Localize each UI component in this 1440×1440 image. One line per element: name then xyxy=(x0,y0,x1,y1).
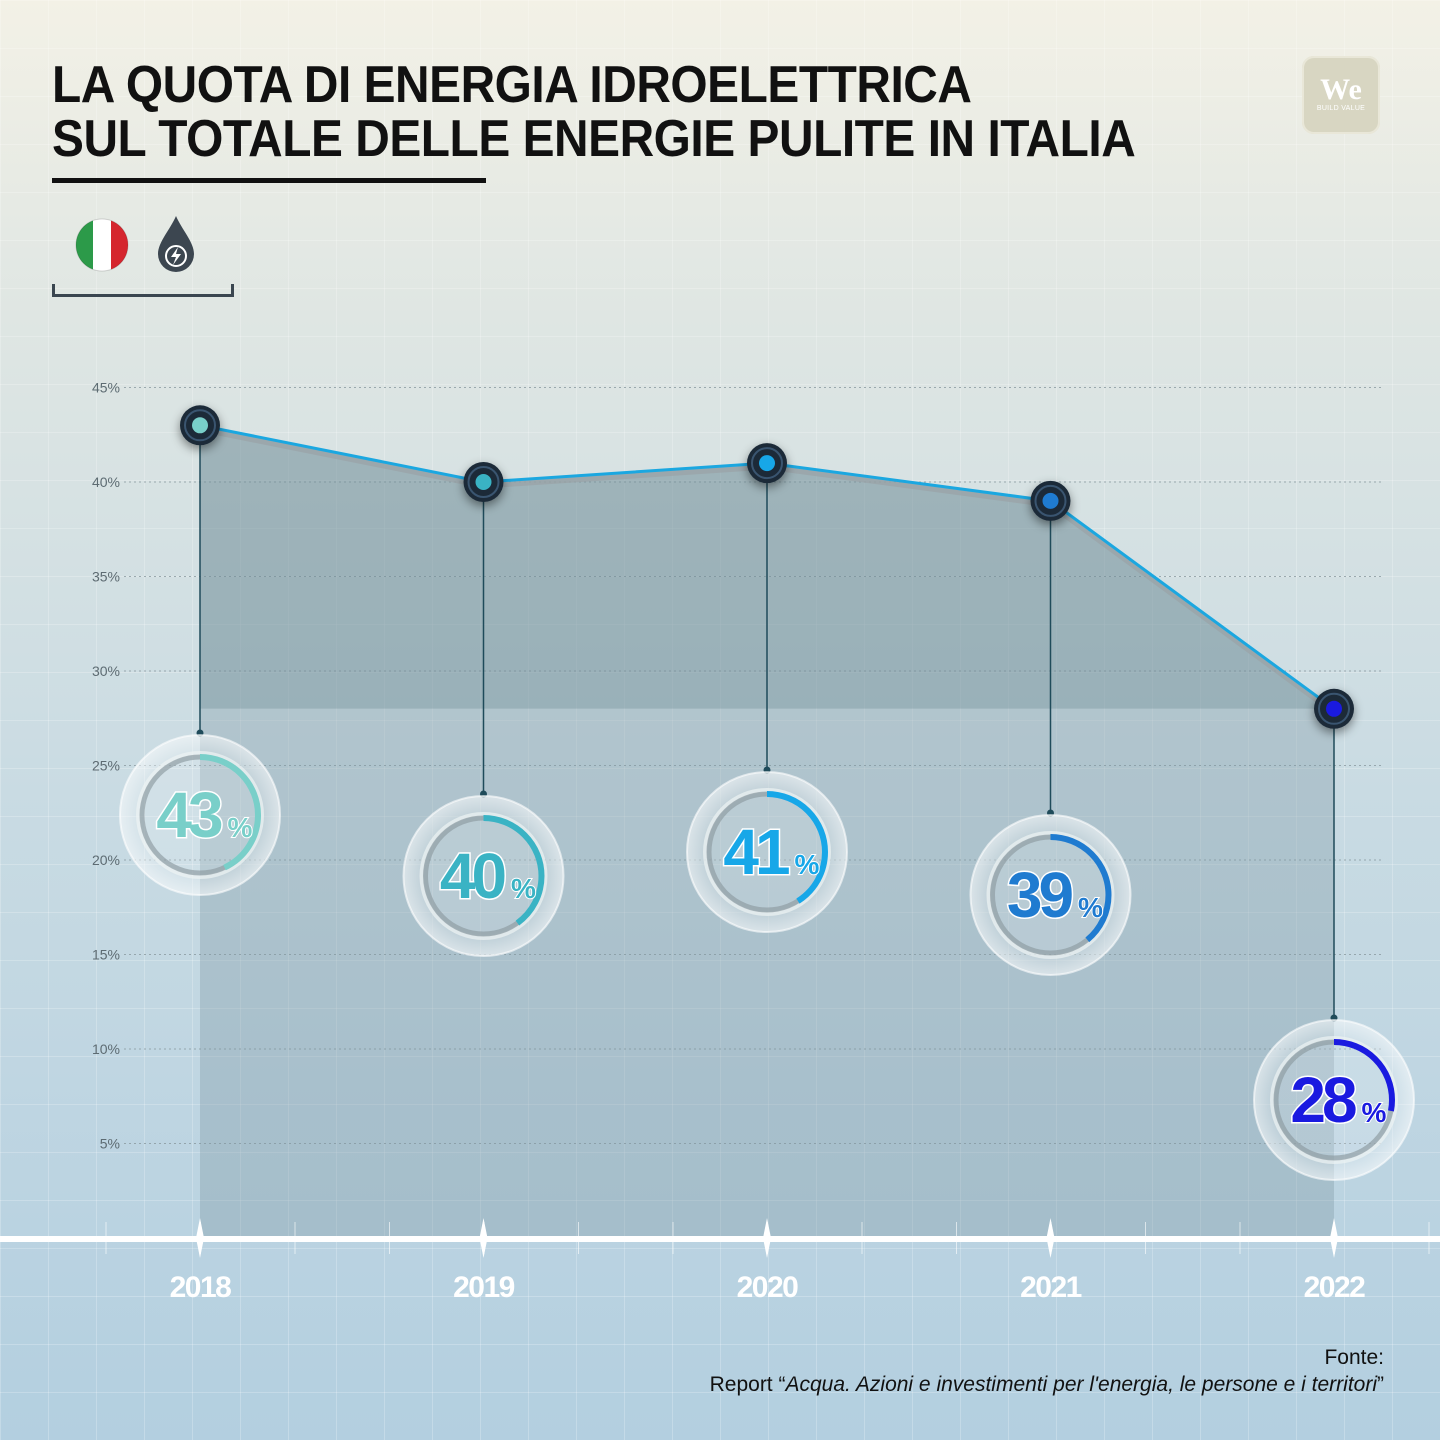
logo-tagline: BUILD VALUE xyxy=(1316,104,1366,112)
y-tick-label: 40% xyxy=(92,474,120,490)
source-label: Fonte: xyxy=(1324,1346,1384,1369)
value-ring-frame xyxy=(1270,1036,1398,1164)
x-axis-major-tick xyxy=(479,1218,488,1258)
y-tick-label: 20% xyxy=(92,852,120,868)
hydro-energy-drop-icon xyxy=(158,216,194,272)
y-tick-label: 10% xyxy=(92,1041,120,1057)
data-label: 43 xyxy=(156,779,222,851)
y-tick-label: 5% xyxy=(100,1136,120,1152)
data-label-unit: % xyxy=(511,873,536,904)
data-point-ring xyxy=(184,409,216,442)
data-point xyxy=(1326,700,1342,717)
data-point-ring xyxy=(751,447,783,480)
value-ring-frame xyxy=(703,788,831,916)
value-ring-progress xyxy=(139,754,261,876)
data-label: 28 xyxy=(1290,1064,1356,1136)
data-label-unit: % xyxy=(1078,892,1103,923)
y-tick-label: 35% xyxy=(92,569,120,585)
x-tick-label: 2019 xyxy=(453,1271,515,1304)
y-tick-label: 45% xyxy=(92,380,120,396)
data-point-ring xyxy=(467,466,500,498)
y-tick-label: 15% xyxy=(92,947,120,963)
value-ring-progress xyxy=(422,815,545,937)
title-underline xyxy=(52,178,486,183)
x-tick-label: 2021 xyxy=(1020,1271,1082,1304)
x-axis-major-tick xyxy=(1330,1218,1338,1258)
value-ring-progress xyxy=(1273,1039,1395,1161)
y-tick-label: 30% xyxy=(92,663,120,679)
data-point-ring xyxy=(1318,692,1350,725)
x-axis-major-tick xyxy=(763,1218,771,1258)
data-label: 39 xyxy=(1007,859,1073,931)
source-title: Acqua. Azioni e investimenti per l'energ… xyxy=(785,1373,1377,1396)
value-ring-progress xyxy=(706,791,828,913)
source-prefix: Report “ xyxy=(709,1373,786,1396)
data-label: 41 xyxy=(723,816,789,888)
x-tick-label: 2020 xyxy=(737,1271,799,1304)
x-axis-line xyxy=(0,1236,1440,1242)
source-note: Fonte: Report “Acqua. Azioni e investime… xyxy=(710,1344,1384,1398)
source-suffix: ” xyxy=(1377,1373,1384,1396)
data-point xyxy=(1042,492,1059,509)
value-ring-frame xyxy=(986,831,1115,959)
value-ring-progress xyxy=(989,834,1112,956)
y-tick-label: 25% xyxy=(92,758,120,774)
page-title: LA QUOTA DI ENERGIA IDROELETTRICA SUL TO… xyxy=(52,58,1184,166)
value-ring-frame xyxy=(419,812,548,940)
source-report: Report “Acqua. Azioni e investimenti per… xyxy=(710,1371,1384,1398)
x-tick-label: 2018 xyxy=(170,1271,232,1304)
data-point xyxy=(759,455,775,472)
data-point xyxy=(192,417,208,434)
data-point-ring xyxy=(1034,484,1067,517)
data-label-unit: % xyxy=(1362,1097,1387,1128)
value-ring-frame xyxy=(136,751,264,879)
x-axis-major-tick xyxy=(1046,1218,1055,1258)
x-tick-label: 2022 xyxy=(1304,1271,1366,1304)
logo-wordmark: We xyxy=(1320,72,1362,106)
title-line-1: LA QUOTA DI ENERGIA IDROELETTRICA xyxy=(52,56,972,114)
data-label-unit: % xyxy=(228,812,253,843)
italy-flag-icon xyxy=(75,218,129,272)
data-label: 40 xyxy=(440,840,505,912)
icons-bracket xyxy=(52,284,234,297)
brand-logo: We BUILD VALUE xyxy=(1302,56,1380,134)
title-line-2: SUL TOTALE DELLE ENERGIE PULITE IN ITALI… xyxy=(52,110,1136,168)
data-point xyxy=(475,474,492,490)
x-axis-major-tick xyxy=(196,1218,204,1258)
data-label-unit: % xyxy=(795,849,820,880)
